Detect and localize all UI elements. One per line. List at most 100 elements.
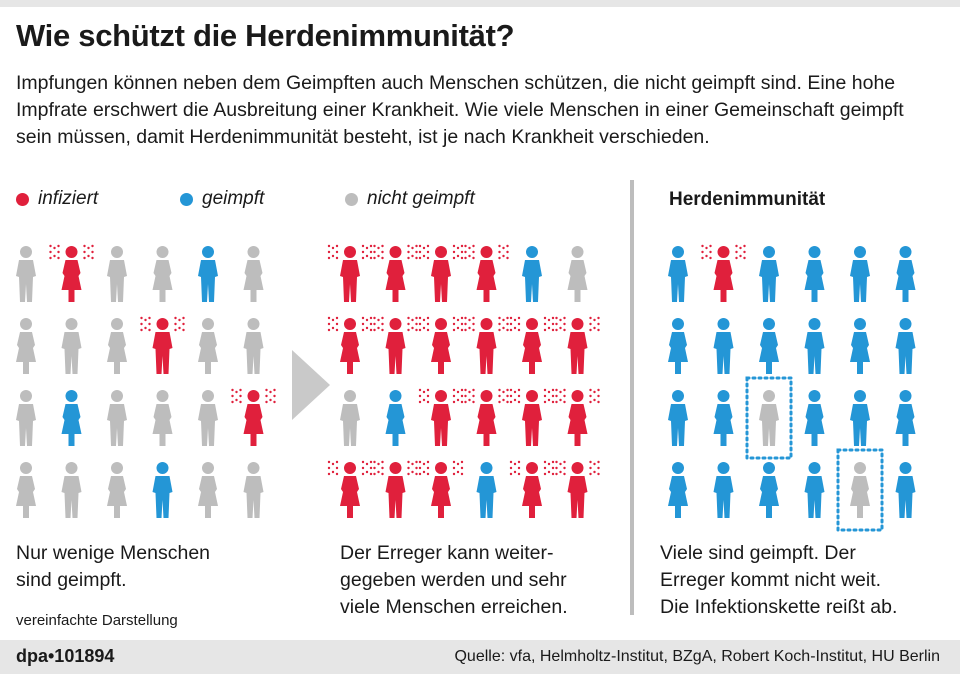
germ-dot: [361, 460, 365, 464]
germ-dot: [381, 244, 384, 248]
germ-dot: [373, 322, 376, 326]
person-head: [480, 390, 493, 402]
germ-dot: [53, 254, 56, 258]
germ-dot: [460, 244, 464, 248]
dpa-logo: dpa•101894: [16, 646, 115, 666]
person-body: [476, 476, 497, 518]
unvaccinated-person-icon: [243, 462, 264, 518]
germ-dot: [83, 256, 86, 260]
person-head: [672, 246, 684, 258]
germ-dot: [517, 316, 521, 320]
vaccinated-person-icon: [668, 318, 688, 374]
germ-dot: [231, 394, 234, 398]
person-body: [340, 476, 360, 518]
unvaccinated-person-icon: [61, 462, 82, 518]
germ-dot: [517, 472, 521, 476]
vaccinated-person-icon: [385, 390, 406, 446]
germ-dot: [140, 316, 143, 320]
person-body: [850, 476, 870, 518]
germ-dot: [381, 316, 384, 320]
unvaccinated-person-icon: [198, 390, 218, 446]
germ-dot: [239, 388, 242, 392]
germ-dot: [426, 400, 430, 404]
germ-dot: [456, 318, 460, 322]
germ-dot: [551, 460, 555, 464]
germ-dot: [460, 322, 464, 326]
infected-person-icon: [509, 316, 555, 374]
germ-dot: [327, 244, 331, 248]
germ-dot: [361, 256, 365, 260]
unvaccinated-person-icon: [16, 390, 36, 446]
person-head: [247, 462, 260, 474]
person-body: [522, 260, 542, 302]
person-body: [61, 476, 82, 518]
person-body: [16, 332, 36, 374]
germ-dot: [593, 326, 596, 330]
arrow-right-icon: [292, 350, 332, 425]
germ-dot: [551, 466, 555, 470]
footer: dpa•101894 Quelle: vfa, Helmholtz-Instit…: [0, 640, 960, 674]
germ-dot: [517, 322, 521, 326]
germ-dot: [415, 460, 418, 464]
person-head: [435, 462, 447, 474]
germ-dot: [178, 326, 181, 330]
germ-dot: [509, 400, 513, 404]
germ-dot: [509, 466, 513, 470]
person-body: [713, 404, 734, 446]
legend-unvaccinated-label: nicht geimpft: [367, 188, 475, 209]
legend-infected: infiziert: [16, 188, 98, 210]
vaccinated-person-icon: [895, 246, 916, 302]
germ-dot: [551, 472, 555, 476]
person-body: [713, 260, 734, 302]
germ-dot: [231, 388, 234, 392]
germ-dot: [407, 244, 410, 248]
germ-dot: [426, 388, 430, 392]
person-head: [389, 390, 402, 402]
vaccinated-person-icon: [804, 246, 825, 302]
people-grid-few-vaccinated: [16, 244, 276, 518]
person-body: [107, 476, 127, 518]
germ-dot: [506, 256, 509, 260]
person-head: [808, 462, 821, 474]
germ-dot: [506, 316, 509, 320]
vaccinated-person-icon: [668, 390, 688, 446]
germ-dot: [464, 394, 467, 398]
person-body: [668, 404, 688, 446]
vaccinated-person-icon: [804, 318, 825, 374]
germ-dot: [411, 462, 414, 466]
germ-dot: [418, 328, 422, 332]
highlight-frame: [745, 376, 793, 460]
person-head: [854, 318, 866, 330]
germ-dot: [361, 328, 365, 332]
caption-herd-immunity: Viele sind geimpft. Der Erreger kommt ni…: [660, 540, 897, 621]
germ-dot: [369, 472, 373, 476]
germ-dot: [555, 394, 558, 398]
vaccinated-person-icon: [713, 318, 734, 374]
germ-dot: [472, 256, 475, 260]
germ-dot: [407, 466, 410, 470]
germ-dot: [231, 400, 234, 404]
germ-dot: [418, 244, 422, 248]
person-body: [152, 404, 173, 446]
panel-divider: [630, 180, 634, 615]
person-body: [850, 260, 870, 302]
germ-dot: [472, 316, 475, 320]
caption-line: sind geimpft.: [16, 569, 127, 591]
germ-dot: [415, 322, 418, 326]
germ-dot: [361, 316, 365, 320]
person-body: [152, 476, 173, 518]
person-body: [152, 260, 173, 302]
germ-dot: [460, 316, 464, 320]
germ-dot: [53, 246, 56, 250]
germ-dot: [57, 250, 60, 254]
germ-dot: [415, 250, 418, 254]
germ-dot: [369, 256, 373, 260]
germ-dot: [589, 328, 592, 332]
germ-dot: [502, 390, 505, 394]
germ-dot: [735, 250, 738, 254]
person-head: [247, 246, 260, 258]
person-head: [854, 246, 866, 258]
germ-dot: [407, 322, 410, 326]
germ-dot: [327, 472, 331, 476]
person-head: [763, 462, 775, 474]
